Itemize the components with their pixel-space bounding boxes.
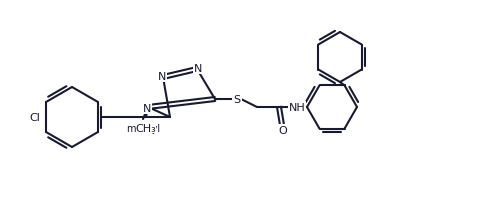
Text: S: S [233, 95, 241, 104]
Text: N: N [143, 103, 151, 114]
Text: methyl: methyl [126, 123, 160, 133]
Text: N: N [158, 72, 166, 82]
Text: CH₃: CH₃ [135, 123, 156, 133]
Text: O: O [279, 125, 287, 135]
Text: NH: NH [289, 103, 306, 112]
Text: N: N [194, 64, 202, 74]
Text: Cl: Cl [29, 112, 40, 122]
